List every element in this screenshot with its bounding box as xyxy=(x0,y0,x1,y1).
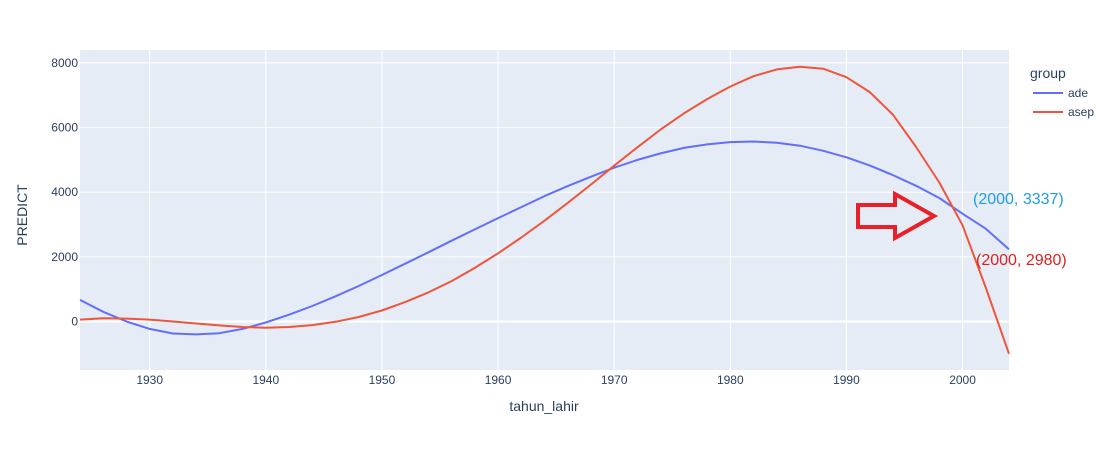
x-tick-label: 1960 xyxy=(485,373,512,387)
legend-label-asep[interactable]: asep xyxy=(1068,105,1094,119)
y-tick-label: 0 xyxy=(71,315,78,329)
x-tick-label: 1970 xyxy=(601,373,628,387)
y-tick-label: 2000 xyxy=(51,250,78,264)
y-axis-tick-labels: 0 2000 4000 6000 8000 xyxy=(51,56,78,329)
grid-lines xyxy=(80,50,1009,370)
x-axis-title: tahun_lahir xyxy=(509,398,579,414)
y-tick-label: 6000 xyxy=(51,121,78,135)
series-lines xyxy=(79,65,1010,355)
legend-label-ade[interactable]: ade xyxy=(1068,86,1088,100)
right-arrow-icon xyxy=(856,190,939,242)
x-tick-label: 1950 xyxy=(369,373,396,387)
series-line-asep[interactable] xyxy=(79,65,1010,355)
annotation-asep-point: (2000, 2980) xyxy=(976,252,1067,269)
series-line-ade[interactable] xyxy=(79,140,1010,336)
y-axis-title: PREDICT xyxy=(14,184,30,246)
x-axis-tick-labels: 1930 1940 1950 1960 1970 1980 1990 2000 xyxy=(136,373,976,387)
y-tick-label: 4000 xyxy=(51,185,78,199)
x-tick-label: 1930 xyxy=(136,373,163,387)
y-tick-label: 8000 xyxy=(51,56,78,70)
x-tick-label: 2000 xyxy=(949,373,976,387)
plot-background xyxy=(80,50,1009,370)
legend-title: group xyxy=(1030,65,1066,81)
legend: group ade asep xyxy=(1030,65,1094,119)
x-tick-label: 1990 xyxy=(833,373,860,387)
annotation-ade-point: (2000, 3337) xyxy=(973,191,1064,208)
x-tick-label: 1940 xyxy=(252,373,279,387)
x-tick-label: 1980 xyxy=(717,373,744,387)
